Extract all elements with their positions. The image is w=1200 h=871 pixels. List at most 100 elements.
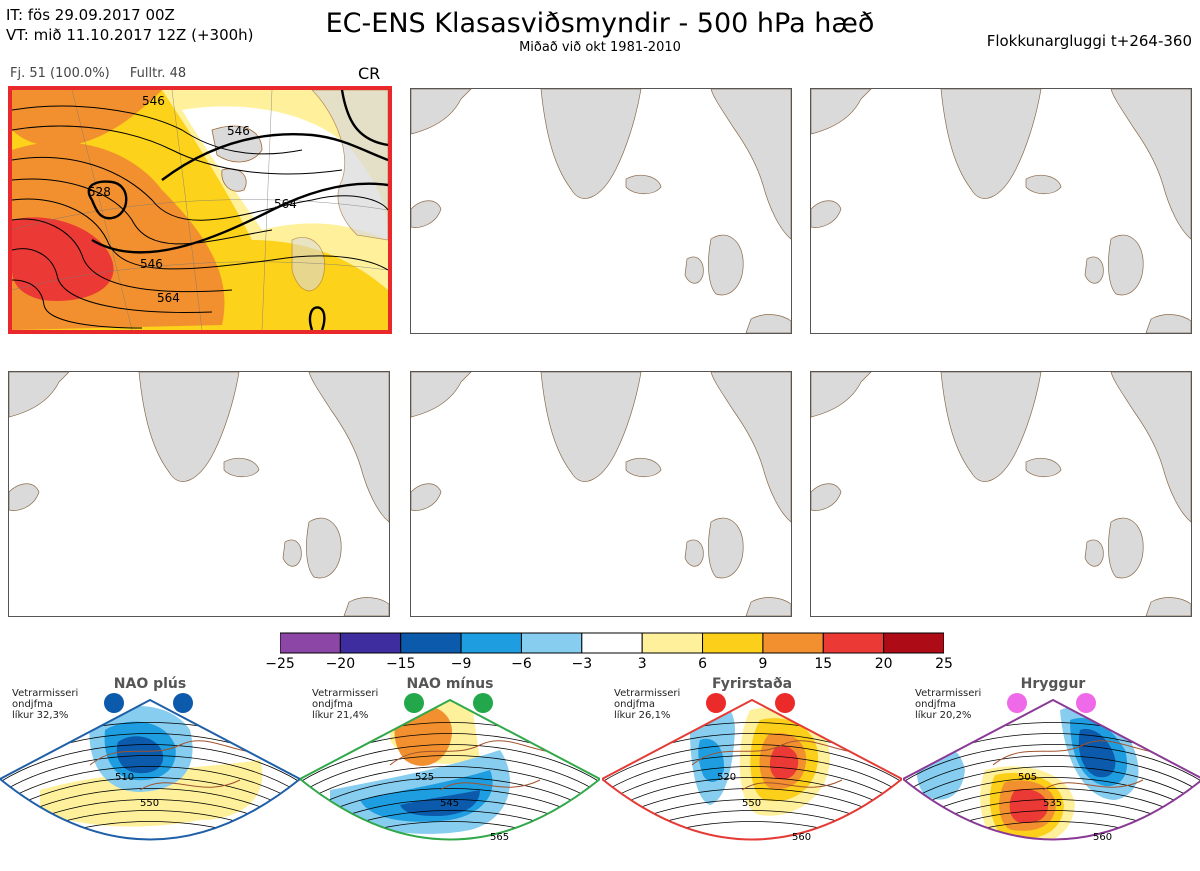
land-shape bbox=[411, 372, 472, 418]
empty-map-svg bbox=[9, 372, 389, 616]
contour-label: 564 bbox=[157, 291, 180, 305]
height-contour bbox=[903, 777, 1200, 816]
land-shape bbox=[282, 539, 302, 567]
land-shape bbox=[540, 372, 642, 482]
height-contour bbox=[300, 821, 600, 840]
land-shape bbox=[710, 89, 791, 240]
colorbar-tick-label: 15 bbox=[814, 656, 833, 672]
cluster-meta: Fj. 51 (100.0%) Fulltr. 48 bbox=[10, 66, 202, 81]
land-shape bbox=[811, 483, 842, 511]
land-shape bbox=[940, 372, 1042, 482]
height-contour bbox=[602, 777, 902, 816]
cluster-map-panel-empty bbox=[410, 371, 792, 617]
colorbar-tick-label: −15 bbox=[385, 656, 416, 672]
height-contour bbox=[602, 821, 902, 840]
land-shape bbox=[1084, 256, 1104, 284]
coastline bbox=[89, 740, 271, 766]
anomaly-patch bbox=[40, 760, 263, 827]
regime-marker bbox=[775, 693, 795, 713]
height-contour bbox=[300, 766, 600, 805]
empty-map-svg bbox=[411, 89, 791, 333]
height-contour bbox=[0, 821, 300, 840]
colorbar-tick-label: −25 bbox=[265, 656, 295, 672]
regime-map: 525 545 565 bbox=[300, 693, 600, 843]
regime-contour-label: 525 bbox=[415, 772, 434, 783]
regime-map: 510 550 bbox=[0, 693, 300, 841]
anomaly-patch bbox=[698, 738, 725, 782]
regime-marker bbox=[473, 693, 493, 713]
regime-frame bbox=[300, 698, 600, 841]
land-shape bbox=[411, 89, 472, 135]
colorbar-swatch bbox=[762, 632, 824, 654]
regime-probability: Vetrarmisseri ondjfma líkur 26,1% bbox=[614, 688, 681, 721]
issue-time: IT: fös 29.09.2017 00Z bbox=[6, 6, 175, 24]
land-shape bbox=[684, 256, 704, 284]
land-shape bbox=[745, 314, 791, 333]
anomaly-patch bbox=[769, 746, 799, 780]
cluster-regime-code: CR bbox=[358, 64, 381, 83]
contour-label: 546 bbox=[140, 257, 163, 271]
land-shape bbox=[940, 89, 1042, 199]
colorbar-tick-label: −6 bbox=[511, 656, 532, 672]
cluster-map-panel[interactable]: 546 546 528 546 564 564 bbox=[8, 86, 392, 334]
land-shape bbox=[811, 372, 872, 418]
regime-contour-label: 560 bbox=[792, 832, 811, 843]
height-contour bbox=[0, 766, 300, 805]
regime-probability: Vetrarmisseri ondjfma líkur 20,2% bbox=[915, 688, 982, 721]
height-contour bbox=[0, 744, 300, 783]
land-shape bbox=[811, 200, 842, 228]
land-shape bbox=[223, 458, 260, 478]
height-contour bbox=[0, 755, 300, 794]
chart-title: EC-ENS Klasasviðsmyndir - 500 hPa hæð bbox=[325, 8, 875, 39]
colorbar-tick-label: 6 bbox=[698, 656, 707, 672]
land-shape bbox=[684, 539, 704, 567]
anomaly-patch bbox=[1012, 850, 1044, 862]
cluster-map-panel-empty bbox=[410, 88, 792, 334]
height-contour bbox=[903, 755, 1200, 794]
height-contour bbox=[602, 766, 902, 805]
regime-frame bbox=[903, 698, 1200, 841]
chart-subtitle: Miðað við okt 1981-2010 bbox=[519, 40, 681, 55]
regime-map: 520 550 560 bbox=[602, 693, 902, 843]
land-shape bbox=[540, 89, 642, 199]
colorbar-tick-label: −3 bbox=[571, 656, 593, 672]
land-shape bbox=[708, 517, 744, 579]
colorbar-swatch bbox=[339, 632, 402, 654]
regime-frame bbox=[602, 698, 902, 841]
land-shape bbox=[1110, 89, 1191, 240]
land-shape bbox=[9, 372, 70, 418]
colorbar-tick-label: 3 bbox=[637, 656, 647, 672]
colorbar-tick-label: 9 bbox=[758, 656, 768, 672]
regime-contour-label: 520 bbox=[717, 772, 736, 783]
cluster-map-panel-empty bbox=[810, 371, 1192, 617]
height-contour bbox=[300, 755, 600, 794]
height-contour bbox=[0, 777, 300, 816]
height-contour bbox=[903, 744, 1200, 783]
land-shape bbox=[411, 483, 442, 511]
regime-title: Hryggur bbox=[1020, 676, 1086, 692]
window-label: Flokkunargluggi t+264-360 bbox=[986, 32, 1192, 50]
coastline bbox=[741, 779, 843, 791]
land-shape bbox=[745, 597, 791, 616]
regime-contour-label: 535 bbox=[1043, 798, 1062, 809]
land-shape bbox=[306, 517, 342, 579]
land-shape bbox=[9, 483, 40, 511]
coastline bbox=[439, 779, 541, 791]
coastline bbox=[1042, 779, 1144, 791]
land-shape bbox=[625, 458, 662, 478]
coastline bbox=[691, 740, 873, 766]
land-shape bbox=[1145, 314, 1191, 333]
regime-title: Fyrirstaða bbox=[711, 676, 793, 692]
regime-marker bbox=[404, 693, 424, 713]
regime-marker bbox=[706, 693, 726, 713]
colorbar-swatch bbox=[883, 632, 944, 654]
height-contour bbox=[602, 755, 902, 794]
colorbar-swatch bbox=[280, 632, 341, 654]
cluster-map-panel-empty bbox=[8, 371, 390, 617]
regime-probability: Vetrarmisseri ondjfma líkur 21,4% bbox=[312, 688, 379, 721]
land-shape bbox=[411, 200, 442, 228]
land-shape bbox=[308, 372, 389, 523]
regime-frame bbox=[0, 698, 300, 841]
colorbar-swatch bbox=[641, 632, 704, 654]
empty-map-svg bbox=[811, 372, 1191, 616]
